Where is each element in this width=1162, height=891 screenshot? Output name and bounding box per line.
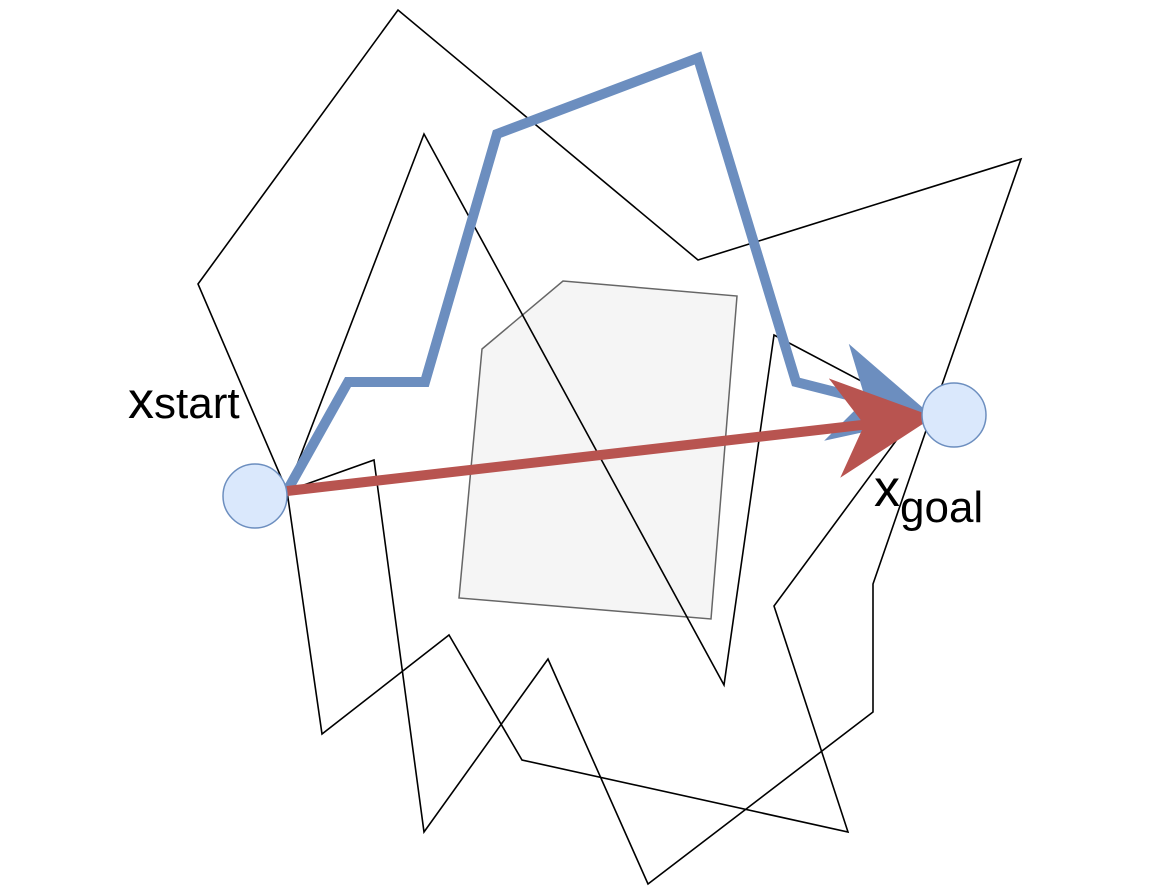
blue-path xyxy=(282,51,934,494)
red-path xyxy=(286,378,934,496)
goal-label-sub: goal xyxy=(900,483,983,532)
start-node xyxy=(222,463,288,529)
random-walk-path xyxy=(197,8,1023,886)
obstacle xyxy=(458,280,738,620)
goal-label: xgoal xyxy=(874,460,983,532)
goal-node xyxy=(921,382,987,448)
start-label: xstart xyxy=(128,372,240,430)
start-label-sub: start xyxy=(154,379,240,428)
goal-label-main: x xyxy=(874,460,900,518)
start-label-main: x xyxy=(128,372,154,430)
